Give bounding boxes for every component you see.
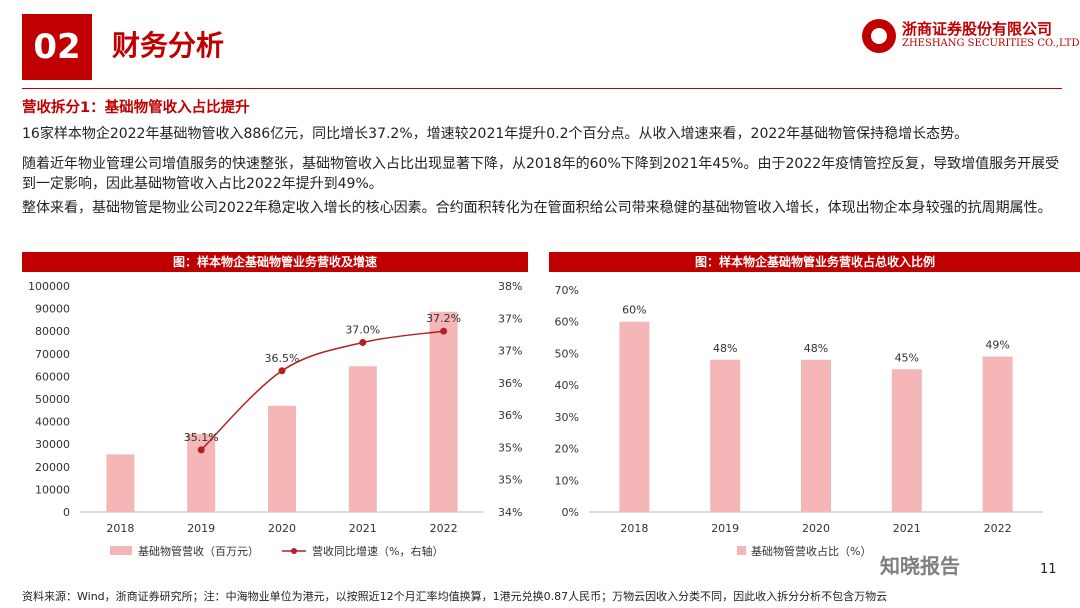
- sub-heading: 营收拆分1：基础物管收入占比提升: [22, 100, 250, 116]
- bar-2019: [187, 434, 216, 512]
- legend-swatch: [737, 546, 746, 555]
- y2-tick-label: 34%: [498, 506, 522, 519]
- y2-tick-label: 38%: [498, 280, 522, 293]
- y-tick-label: 20000: [35, 461, 70, 474]
- y2-tick-label: 37%: [498, 345, 522, 358]
- growth-point-2019: [197, 446, 205, 454]
- growth-line: [200, 330, 444, 451]
- section-number: 02: [33, 27, 81, 67]
- bar-data-label: 45%: [895, 351, 919, 364]
- x-tick-label: 2018: [620, 522, 648, 535]
- y-tick-label: 50000: [35, 393, 70, 406]
- y-tick-label: 60%: [555, 316, 579, 329]
- logo-name-cn: 浙商证券股份有限公司: [902, 20, 1053, 38]
- y-tick-label: 0: [63, 506, 70, 519]
- y-tick-label: 80000: [35, 325, 70, 338]
- bar-data-label: 48%: [804, 342, 828, 355]
- legend-bar-swatch: [110, 546, 132, 555]
- company-logo: 浙商证券股份有限公司 ZHESHANG SECURITIES CO.,LTD: [862, 16, 1079, 56]
- y-tick-label: 10%: [555, 474, 579, 487]
- paragraph-3: 整体来看，基础物管是物业公司2022年稳定收入增长的核心因素。合约面积转化为在管…: [22, 200, 1052, 216]
- x-tick-label: 2021: [893, 522, 921, 535]
- logo-mark-icon: [862, 19, 896, 53]
- header-divider: [22, 88, 1062, 89]
- growth-data-label: 37.0%: [345, 324, 380, 337]
- growth-data-label: 37.2%: [426, 312, 461, 325]
- y2-tick-label: 37%: [498, 312, 522, 325]
- bar-2022: [982, 356, 1013, 512]
- y-tick-label: 10000: [35, 483, 70, 496]
- y-tick-label: 70%: [555, 284, 579, 297]
- y2-tick-label: 36%: [498, 377, 522, 390]
- bar-2020: [801, 359, 831, 512]
- legend-label: 基础物管营收占比（%）: [751, 544, 871, 558]
- growth-point-2021: [359, 339, 367, 346]
- revenue-share-chart: 70% 60% 50% 40% 30% 20% 10% 0% 60% 2018 48% 2019 48%…: [555, 284, 1043, 558]
- x-tick-label: 2018: [106, 522, 134, 535]
- bar-data-label: 60%: [622, 304, 646, 317]
- x-tick-label: 2022: [430, 522, 458, 535]
- y-tick-label: 100000: [28, 280, 70, 293]
- x-tick-label: 2020: [802, 522, 830, 535]
- watermark: 知晓报告: [880, 554, 960, 578]
- y-tick-label: 30%: [555, 411, 579, 424]
- bar-data-label: 48%: [713, 342, 737, 355]
- x-tick-label: 2020: [268, 522, 296, 535]
- y2-tick-label: 36%: [498, 409, 522, 422]
- legend-line-label: 营收同比增速（%，右轴）: [312, 544, 443, 558]
- page-number: 11: [1040, 562, 1057, 577]
- x-tick-label: 2022: [984, 522, 1012, 535]
- legend-bar-label: 基础物管营收（百万元）: [138, 544, 259, 558]
- y-tick-label: 50%: [555, 347, 579, 360]
- bar-2021: [348, 366, 377, 512]
- y-tick-label: 90000: [35, 303, 70, 316]
- growth-data-label: 35.1%: [184, 431, 219, 444]
- y2-tick-label: 35%: [498, 441, 522, 454]
- bar-2020: [268, 405, 296, 512]
- x-tick-label: 2019: [187, 522, 215, 535]
- y-tick-label: 40000: [35, 416, 70, 429]
- y-tick-label: 0%: [562, 506, 579, 519]
- y-tick-label: 20%: [555, 443, 579, 456]
- bar-data-label: 49%: [985, 339, 1009, 352]
- revenue-growth-chart: 1000009000080000700006000050000400003000…: [28, 280, 522, 558]
- chart-2-title: 图：样本物企基础物管业务营收占总收入比例: [549, 252, 1080, 272]
- y2-tick-label: 35%: [498, 474, 522, 487]
- section-number-badge: 02: [22, 14, 92, 80]
- bar-2022: [429, 311, 458, 512]
- bar-2018: [106, 454, 135, 512]
- y-tick-label: 60000: [35, 370, 70, 383]
- logo-name-en: ZHESHANG SECURITIES CO.,LTD: [902, 38, 1080, 49]
- paragraph-2: 随着近年物业管理公司增值服务的快速整张，基础物管收入占比出现显著下降，从2018…: [22, 156, 1060, 192]
- section-title: 财务分析: [112, 29, 225, 62]
- chart-1-title: 图：样本物企基础物管业务营收及增速: [22, 252, 528, 272]
- x-tick-label: 2021: [349, 522, 377, 535]
- y-tick-label: 70000: [35, 348, 70, 361]
- growth-point-2020: [278, 367, 286, 375]
- bar-2021: [891, 369, 922, 512]
- source-note: 资料来源：Wind，浙商证券研究所；注：中海物业单位为港元，以按照近12个月汇率…: [22, 590, 888, 603]
- legend-line-marker: [291, 548, 297, 554]
- bar-2018: [619, 321, 650, 512]
- x-tick-label: 2019: [711, 522, 739, 535]
- y-tick-label: 30000: [35, 438, 70, 451]
- growth-point-2022: [440, 327, 448, 335]
- growth-data-label: 36.5%: [265, 352, 300, 365]
- y-tick-label: 40%: [555, 379, 579, 392]
- paragraph-1: 16家样本物企2022年基础物管收入886亿元，同比增长37.2%，增速较202…: [22, 126, 969, 142]
- bar-2019: [710, 359, 741, 512]
